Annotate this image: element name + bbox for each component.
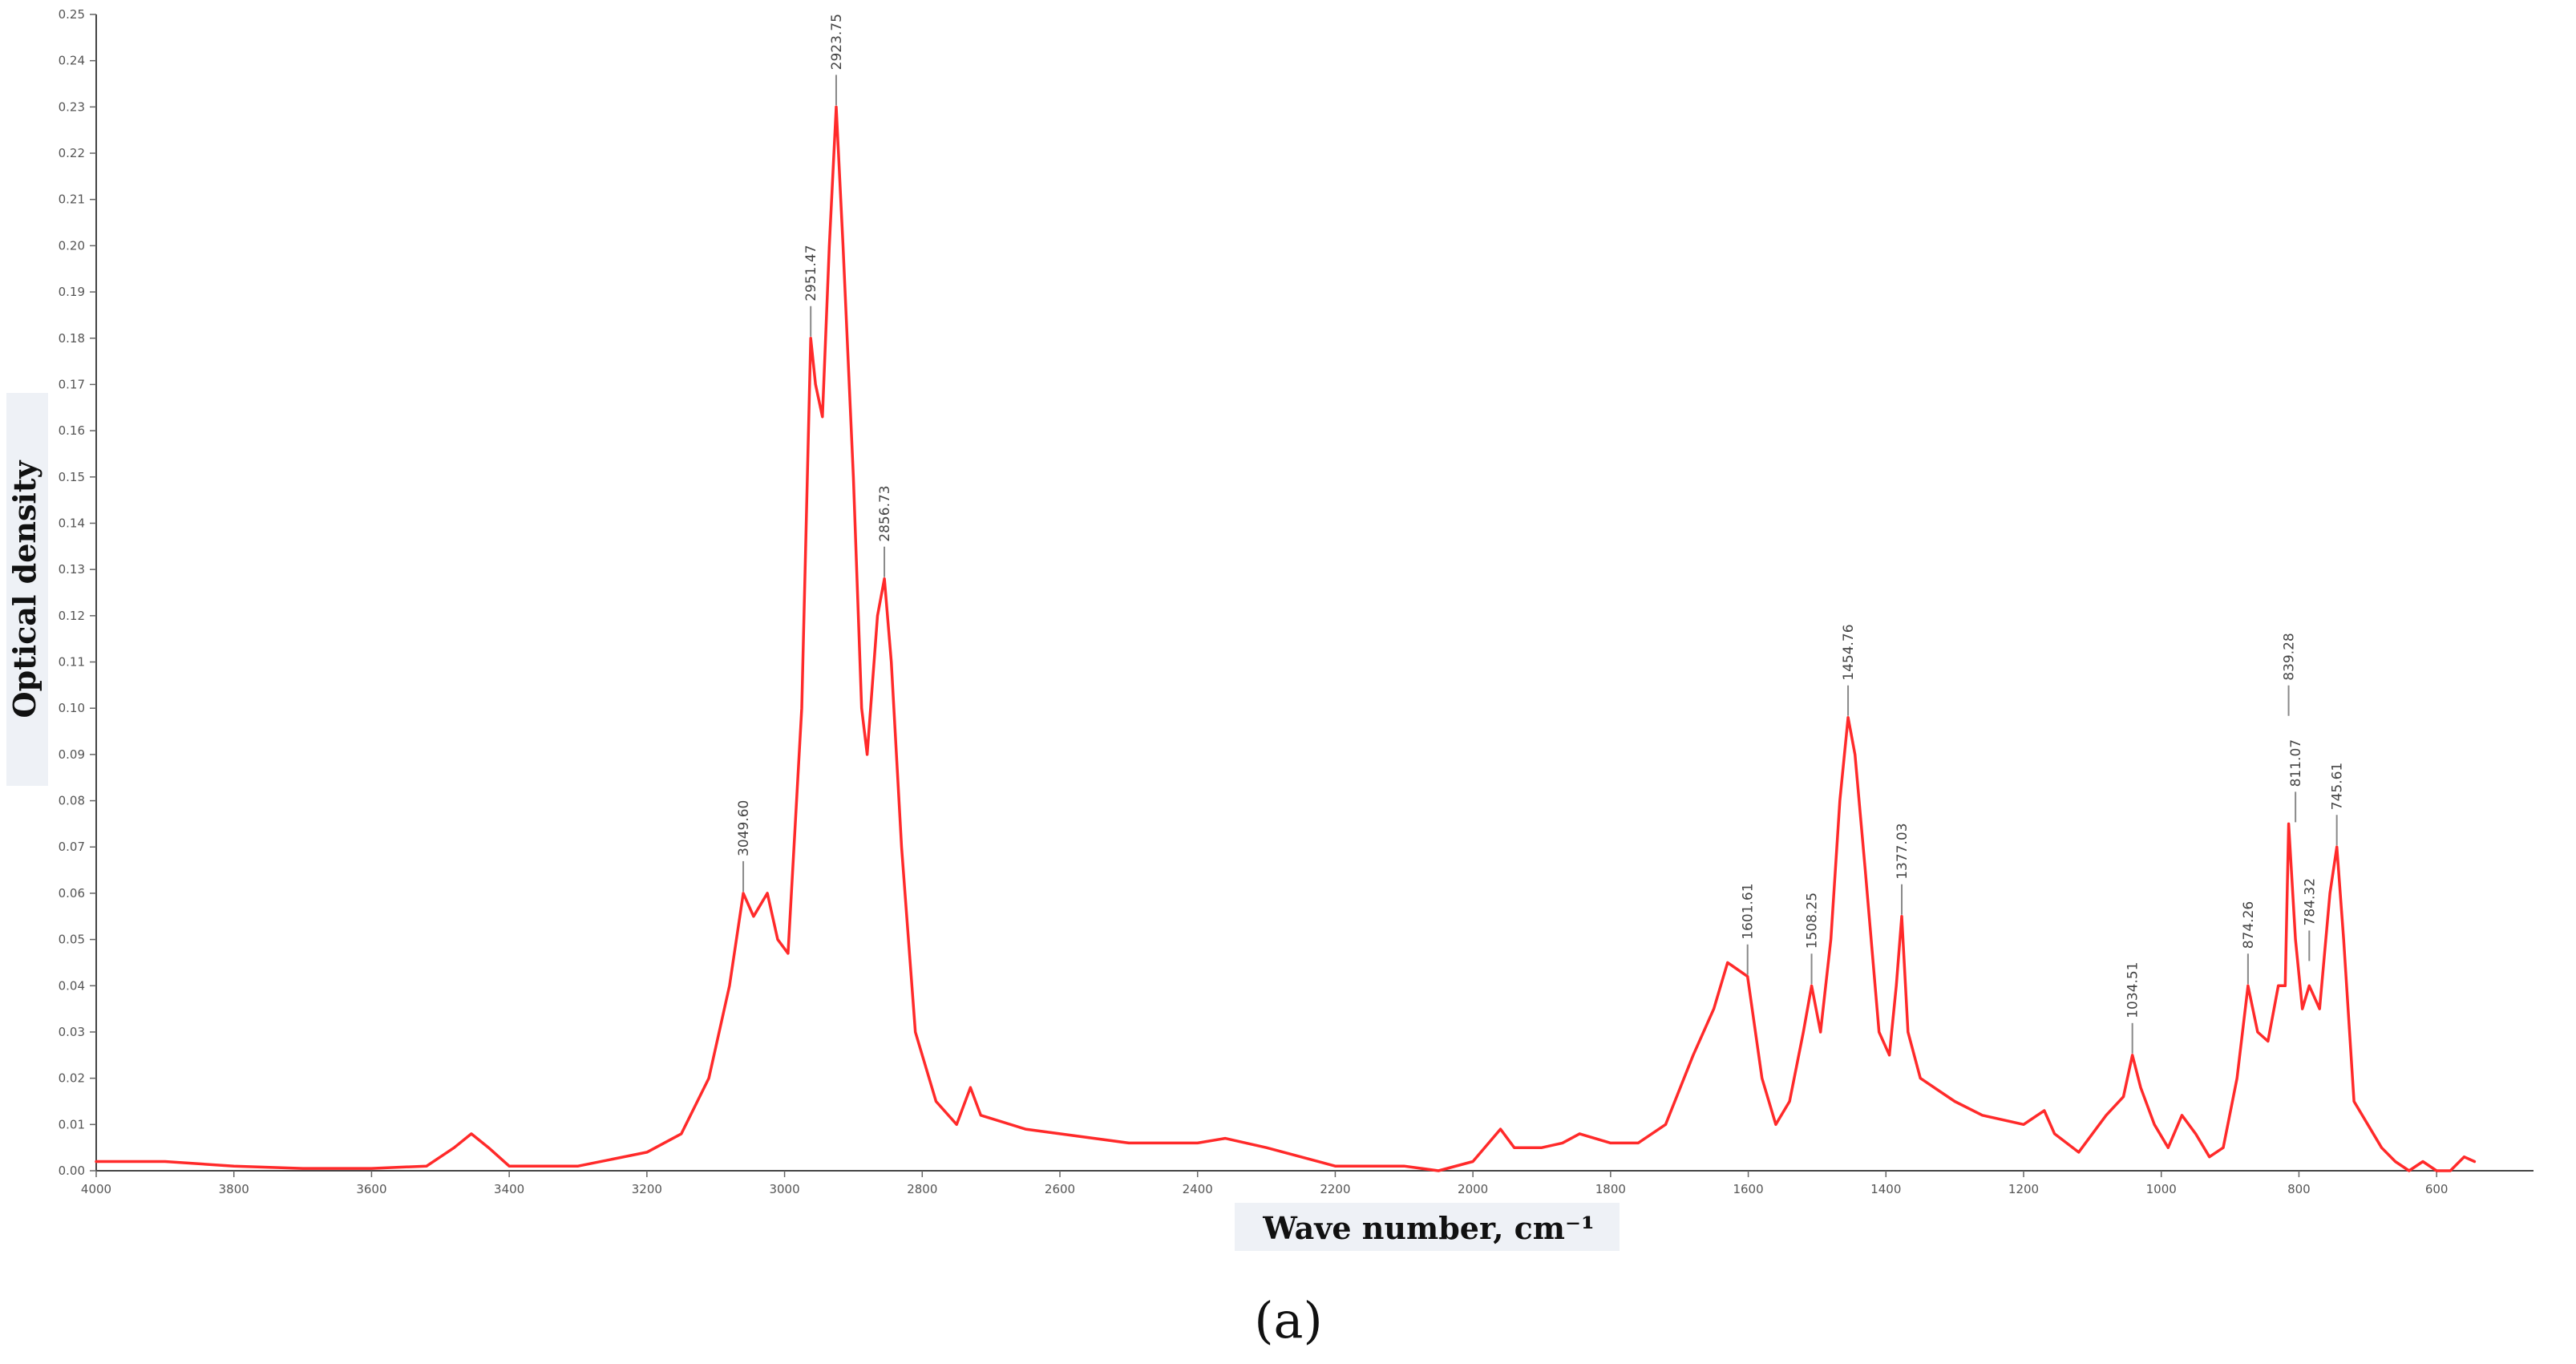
peak-label: 1508.25 — [1805, 892, 1821, 949]
y-tick-label: 0.21 — [59, 192, 85, 207]
peak-annotation: 1508.25 — [1805, 892, 1821, 985]
x-tick-label: 2800 — [907, 1182, 937, 1196]
x-tick-label: 3000 — [769, 1182, 799, 1196]
peak-annotation: 1034.51 — [2125, 961, 2141, 1054]
peak-label: 2951.47 — [803, 245, 819, 301]
x-tick-label: 4000 — [81, 1182, 111, 1196]
peak-label: 745.61 — [2330, 763, 2346, 810]
peak-annotation: 1377.03 — [1895, 823, 1911, 915]
plot-frame — [95, 14, 2534, 1172]
x-tick-label: 3200 — [632, 1182, 662, 1196]
y-tick-label: 0.00 — [59, 1164, 85, 1178]
xlabel-panel — [1235, 1203, 1620, 1251]
y-tick-label: 0.04 — [59, 978, 85, 993]
y-tick-label: 0.10 — [59, 701, 85, 715]
x-tick-label: 1600 — [1733, 1182, 1763, 1196]
x-tick-label: 600 — [2425, 1182, 2449, 1196]
x-tick-label: 1200 — [2008, 1182, 2039, 1196]
y-tick-label: 0.05 — [59, 933, 85, 947]
ylabel-panel — [6, 393, 48, 786]
y-tick-label: 0.14 — [59, 516, 85, 530]
y-tick-label: 0.03 — [59, 1025, 85, 1039]
x-axis-title: Wave number, cm⁻¹ — [1262, 1210, 1594, 1246]
y-tick-label: 0.11 — [59, 655, 85, 670]
x-tick-label: 1800 — [1595, 1182, 1626, 1196]
x-tick-label: 1000 — [2146, 1182, 2177, 1196]
peak-annotation: 3049.60 — [736, 800, 752, 892]
peak-label: 1377.03 — [1895, 823, 1911, 879]
peak-annotation: 1454.76 — [1841, 624, 1857, 716]
y-tick-label: 0.19 — [59, 285, 85, 299]
y-axis-ticks: 0.00 0.01 0.02 0.03 0.04 0.05 0.06 0.07 0.08 0.09… — [59, 7, 96, 1178]
peak-annotation: 1601.61 — [1741, 883, 1757, 975]
peak-label: 2923.75 — [829, 14, 845, 70]
x-tick-label: 1400 — [1870, 1182, 1901, 1196]
y-tick-label: 0.08 — [59, 794, 85, 808]
y-tick-label: 0.07 — [59, 840, 85, 854]
peak-label: 839.28 — [2282, 633, 2298, 680]
y-axis-title: Optical density — [6, 460, 42, 718]
y-tick-label: 0.25 — [59, 7, 85, 22]
peak-annotation: 2923.75 — [829, 14, 845, 106]
y-tick-label: 0.22 — [59, 146, 85, 160]
peak-label: 1454.76 — [1841, 624, 1857, 680]
peak-label: 1601.61 — [1741, 883, 1757, 939]
x-axis-ticks: 4000 3800 3600 3400 3200 3000 2800 2600 2400 2200… — [81, 1171, 2449, 1196]
peak-annotation: 2951.47 — [803, 245, 819, 337]
x-tick-label: 3600 — [356, 1182, 386, 1196]
peak-annotation: 874.26 — [2241, 901, 2257, 985]
peak-label: 874.26 — [2241, 901, 2257, 949]
x-tick-label: 3800 — [219, 1182, 249, 1196]
peak-annotation: 2856.73 — [877, 485, 893, 577]
y-tick-label: 0.16 — [59, 423, 85, 438]
x-tick-label: 3400 — [494, 1182, 524, 1196]
y-tick-label: 0.24 — [59, 54, 85, 68]
x-tick-label: 2200 — [1320, 1182, 1350, 1196]
peak-annotations: 3049.60 2951.47 2923.75 2856.73 1601.61 1508.… — [736, 14, 2346, 1054]
x-tick-label: 2400 — [1183, 1182, 1213, 1196]
y-tick-label: 0.09 — [59, 747, 85, 762]
peak-annotation: 745.61 — [2330, 763, 2346, 846]
x-tick-label: 2000 — [1458, 1182, 1488, 1196]
peak-label: 2856.73 — [877, 485, 893, 541]
y-tick-label: 0.18 — [59, 331, 85, 346]
y-tick-label: 0.15 — [59, 470, 85, 484]
peak-label: 1034.51 — [2125, 961, 2141, 1018]
y-tick-label: 0.06 — [59, 886, 85, 901]
y-tick-label: 0.02 — [59, 1071, 85, 1086]
figure-caption: (a) — [1254, 1291, 1322, 1350]
peak-label: 811.07 — [2288, 739, 2304, 787]
peak-annotation: 784.32 — [2302, 878, 2318, 961]
peak-label: 784.32 — [2302, 878, 2318, 925]
y-tick-label: 0.13 — [59, 562, 85, 577]
y-tick-label: 0.17 — [59, 377, 85, 391]
peak-annotation: 839.28 — [2282, 633, 2298, 716]
peak-label: 3049.60 — [736, 800, 752, 856]
y-tick-label: 0.20 — [59, 238, 85, 253]
y-tick-label: 0.23 — [59, 99, 85, 114]
x-tick-label: 800 — [2287, 1182, 2311, 1196]
y-tick-label: 0.12 — [59, 609, 85, 623]
x-tick-label: 2600 — [1045, 1182, 1075, 1196]
peak-annotation: 811.07 — [2288, 739, 2304, 823]
y-tick-label: 0.01 — [59, 1117, 85, 1131]
spectrum-series-line — [95, 105, 2477, 1172]
